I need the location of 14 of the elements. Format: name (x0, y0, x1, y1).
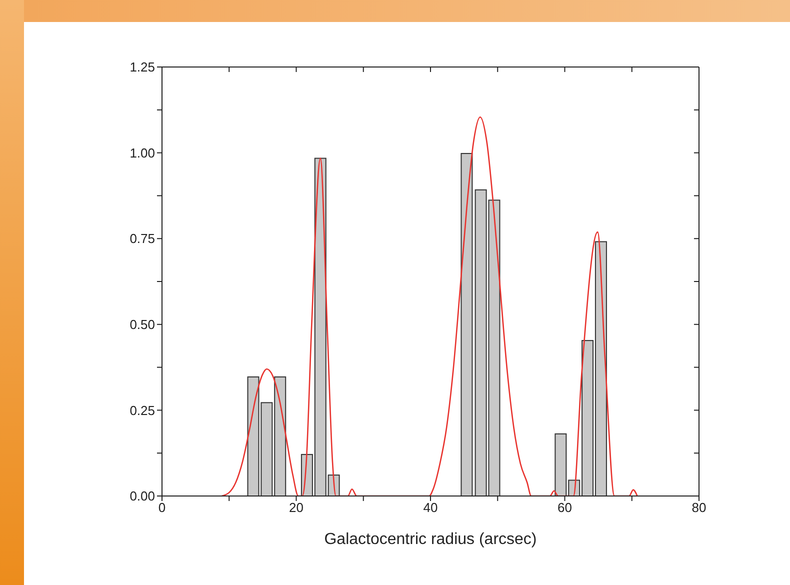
y-tick-label: 0.50 (130, 317, 155, 332)
x-tick-label: 60 (558, 500, 572, 516)
x-axis-title: Galactocentric radius (arcsec) (324, 531, 537, 548)
x-tick-label: 20 (289, 500, 304, 516)
x-tick-label: 80 (692, 500, 706, 516)
y-tick-label: 0.75 (130, 231, 155, 246)
x-tick-label: 40 (423, 500, 438, 516)
y-tick-label: 1.25 (130, 60, 155, 75)
bar (460, 152, 473, 496)
line-series (221, 116, 638, 496)
y-tick-label: 0.00 (130, 488, 155, 504)
y-tick-label: 1.00 (130, 145, 155, 160)
y-tick-label: 0.25 (130, 402, 155, 418)
x-tick-label: 0 (158, 500, 166, 516)
